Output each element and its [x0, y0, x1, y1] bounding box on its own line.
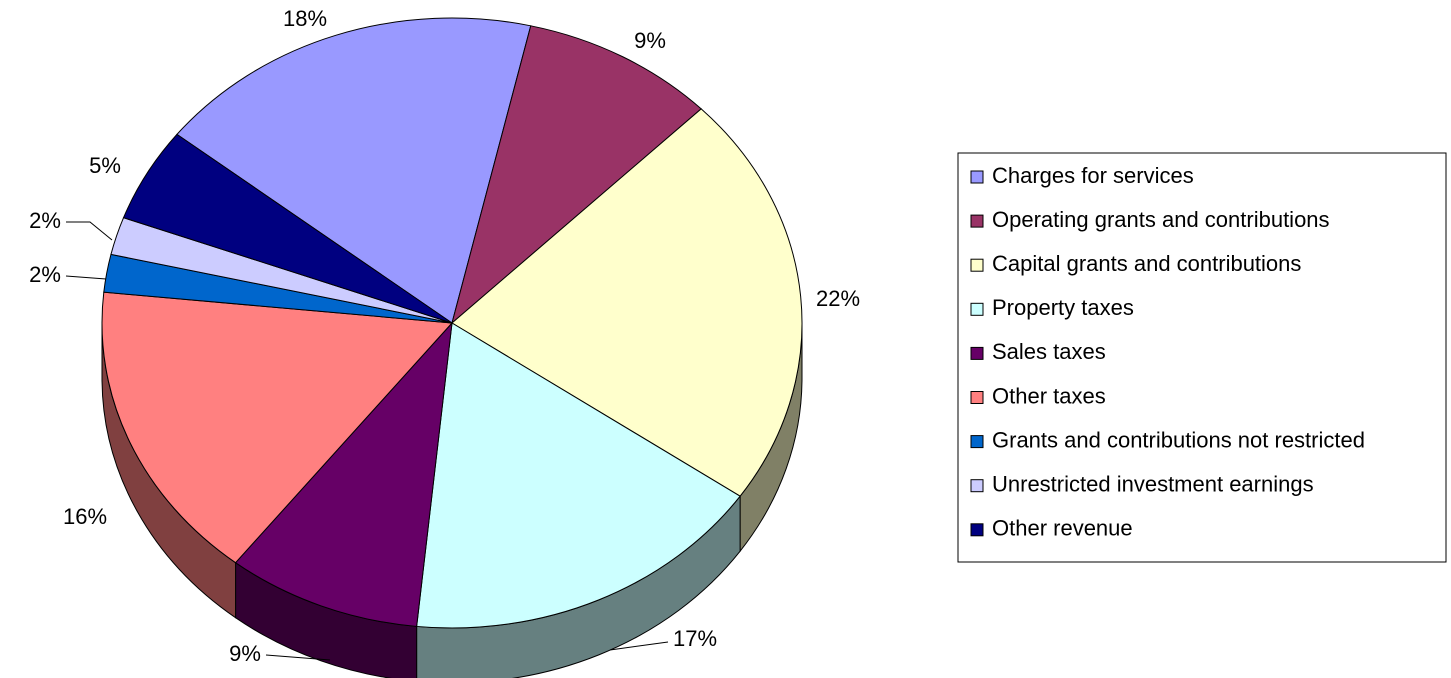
data-label: 2% [29, 208, 61, 233]
legend-swatch [970, 346, 984, 360]
legend-swatch [970, 214, 984, 228]
legend-swatch [970, 435, 984, 449]
legend-swatch [970, 302, 984, 316]
legend-label: Grants and contributions not restricted [992, 427, 1365, 452]
leader-line [609, 641, 669, 651]
data-label: 18% [283, 6, 327, 31]
data-label: 17% [673, 626, 717, 651]
legend-swatch [970, 479, 984, 493]
legend-label: Sales taxes [992, 339, 1106, 364]
slice [101, 291, 454, 564]
legend-label: Operating grants and contributions [992, 207, 1330, 232]
legend-swatch [970, 523, 984, 537]
data-label: 22% [816, 286, 860, 311]
slice [451, 25, 702, 325]
data-label: 9% [229, 641, 261, 666]
data-label: 9% [634, 28, 666, 53]
slice [416, 322, 741, 629]
legend-label: Charges for services [992, 163, 1194, 188]
legend-label: Property taxes [992, 295, 1134, 320]
leader-line [66, 221, 113, 241]
legend-label: Capital grants and contributions [992, 251, 1301, 276]
leader-line [265, 654, 331, 661]
data-label: 16% [63, 504, 107, 529]
legend-label: Other revenue [992, 516, 1133, 541]
data-label: 5% [89, 153, 121, 178]
slice [176, 17, 532, 324]
legend-swatch [970, 170, 984, 184]
slice [122, 133, 453, 324]
legend-label: Other taxes [992, 383, 1106, 408]
legend-swatch [970, 258, 984, 272]
data-label: 2% [29, 262, 61, 287]
slice [451, 108, 803, 497]
legend-swatch [970, 391, 984, 404]
legend-box [957, 152, 1447, 563]
slice [234, 321, 453, 627]
leader-line [65, 275, 107, 280]
legend-label: Unrestricted investment earnings [992, 472, 1314, 497]
